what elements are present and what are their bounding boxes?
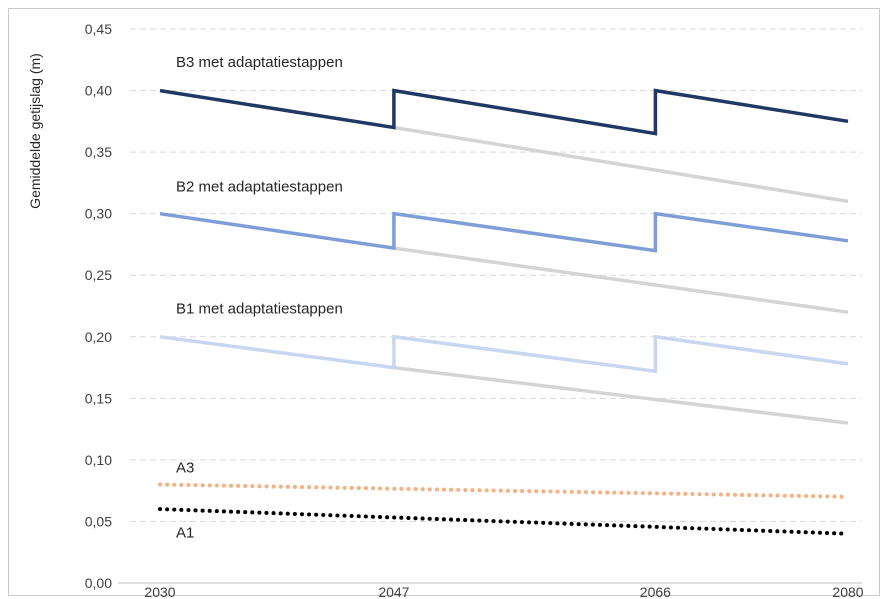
series-line xyxy=(393,125,849,204)
series-line xyxy=(159,88,849,136)
series-annotation: A1 xyxy=(176,525,194,542)
y-tick-label: 0,35 xyxy=(85,144,112,160)
series-lines xyxy=(158,88,850,536)
chart-frame xyxy=(8,8,880,596)
series-annotation: A3 xyxy=(176,459,194,476)
series-annotations: B3 met adaptatiestappen B2 met adaptaties… xyxy=(176,54,343,541)
series-line xyxy=(393,365,849,425)
series-line xyxy=(393,246,849,314)
y-tick-label: 0,40 xyxy=(85,83,112,99)
series-line xyxy=(159,211,849,253)
gridlines xyxy=(130,28,862,522)
series-line xyxy=(158,482,850,499)
series-line xyxy=(158,507,850,536)
series-annotation: B2 met adaptatiestappen xyxy=(176,179,343,196)
x-tick-label: 2080 xyxy=(832,584,863,599)
y-tick-label: 0,00 xyxy=(85,575,112,591)
y-tick-label: 0,05 xyxy=(85,513,112,529)
y-tick-label: 0,30 xyxy=(85,206,112,222)
series-annotation: B1 met adaptatiestappen xyxy=(176,300,343,317)
y-axis-label: Gemiddelde getijslag (m) xyxy=(27,53,43,209)
series-line xyxy=(159,334,849,374)
y-tick-label: 0,10 xyxy=(85,452,112,468)
y-tick-label: 0,20 xyxy=(85,329,112,345)
x-axis-tick-labels: 2030 2047 2066 2080 xyxy=(144,584,863,599)
series-annotation: B3 met adaptatiestappen xyxy=(176,54,343,71)
y-tick-label: 0,15 xyxy=(85,390,112,406)
y-tick-label: 0,45 xyxy=(85,21,112,37)
x-tick-label: 2066 xyxy=(640,584,671,599)
x-tick-label: 2030 xyxy=(144,584,175,599)
y-tick-label: 0,25 xyxy=(85,267,112,283)
y-axis-tick-labels: 0,00 0,05 0,10 0,15 0,20 0,25 0,30 0,35 0,40 0,45 xyxy=(85,21,112,591)
x-tick-label: 2047 xyxy=(378,584,409,599)
